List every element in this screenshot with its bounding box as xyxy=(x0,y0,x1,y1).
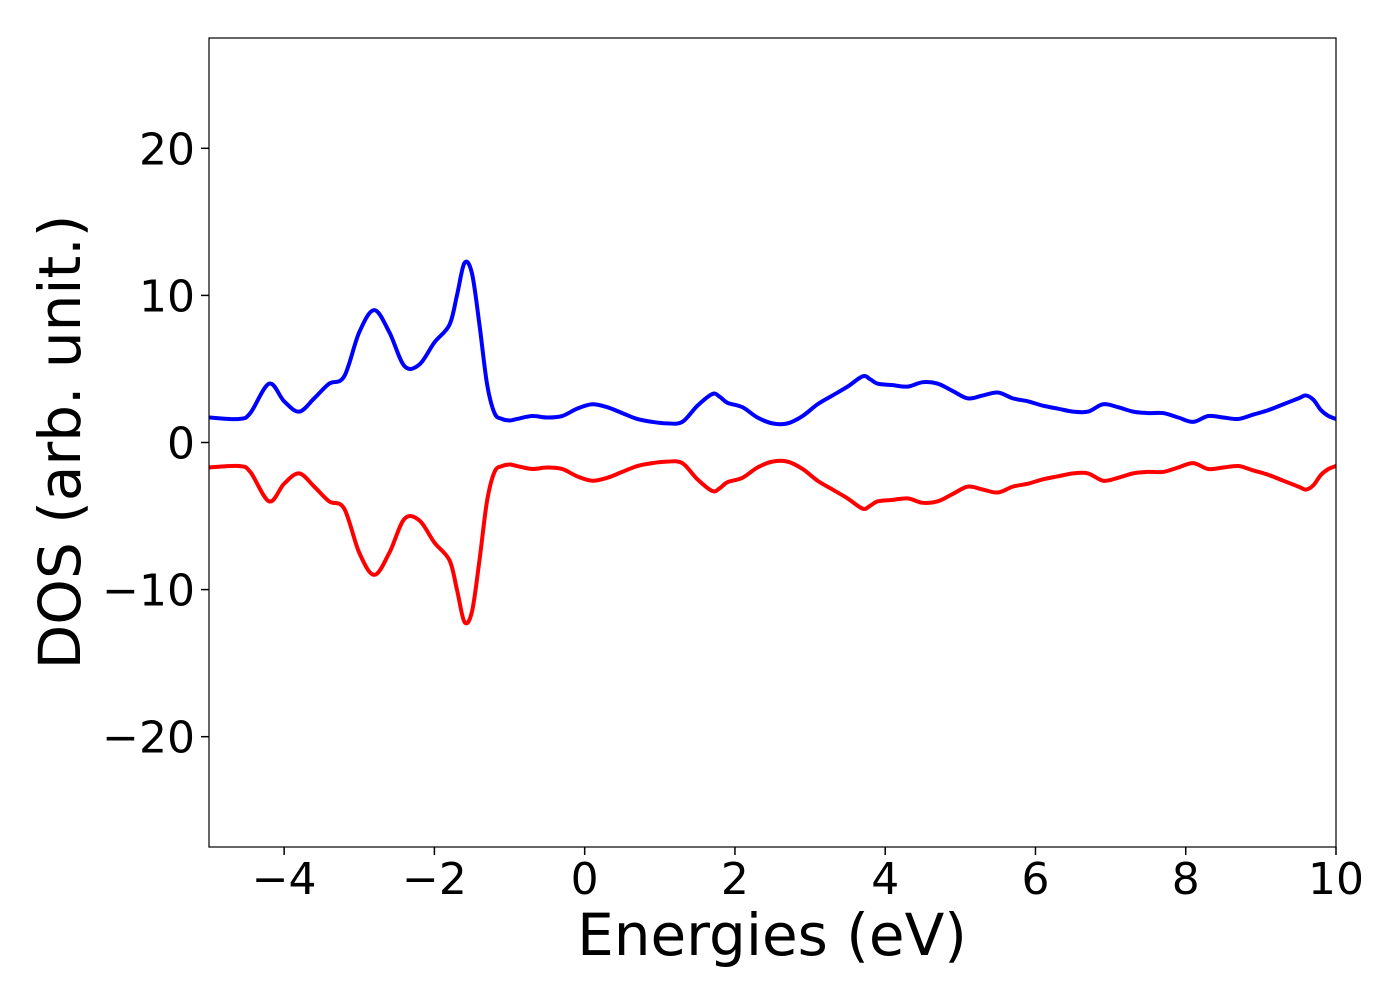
dos-line-positive xyxy=(209,259,1336,427)
y-axis: −20 −10 0 10 20 xyxy=(102,124,209,764)
x-tick-label: 6 xyxy=(1021,854,1049,905)
y-tick-label: −20 xyxy=(102,713,195,764)
x-tick-label: 8 xyxy=(1172,854,1200,905)
plot-frame xyxy=(208,37,1337,848)
y-tick-label: 10 xyxy=(139,271,195,322)
x-axis-label: Energies (eV) xyxy=(577,901,967,969)
dos-line-negative xyxy=(209,458,1336,626)
y-axis-label: DOS (arb. unit.) xyxy=(26,215,94,670)
x-tick-label: 2 xyxy=(721,854,749,905)
x-tick-label: 4 xyxy=(871,854,899,905)
y-tick-label: −10 xyxy=(102,566,195,617)
x-tick-label: 10 xyxy=(1308,854,1364,905)
series-layer xyxy=(209,259,1336,626)
y-tick-label: 0 xyxy=(167,419,195,470)
x-tick-label: −4 xyxy=(252,854,317,905)
y-tick-label: 20 xyxy=(139,124,195,175)
x-axis: −4 −2 0 2 4 6 8 10 xyxy=(252,847,1364,905)
x-tick-label: 0 xyxy=(571,854,599,905)
x-tick-label: −2 xyxy=(402,854,467,905)
